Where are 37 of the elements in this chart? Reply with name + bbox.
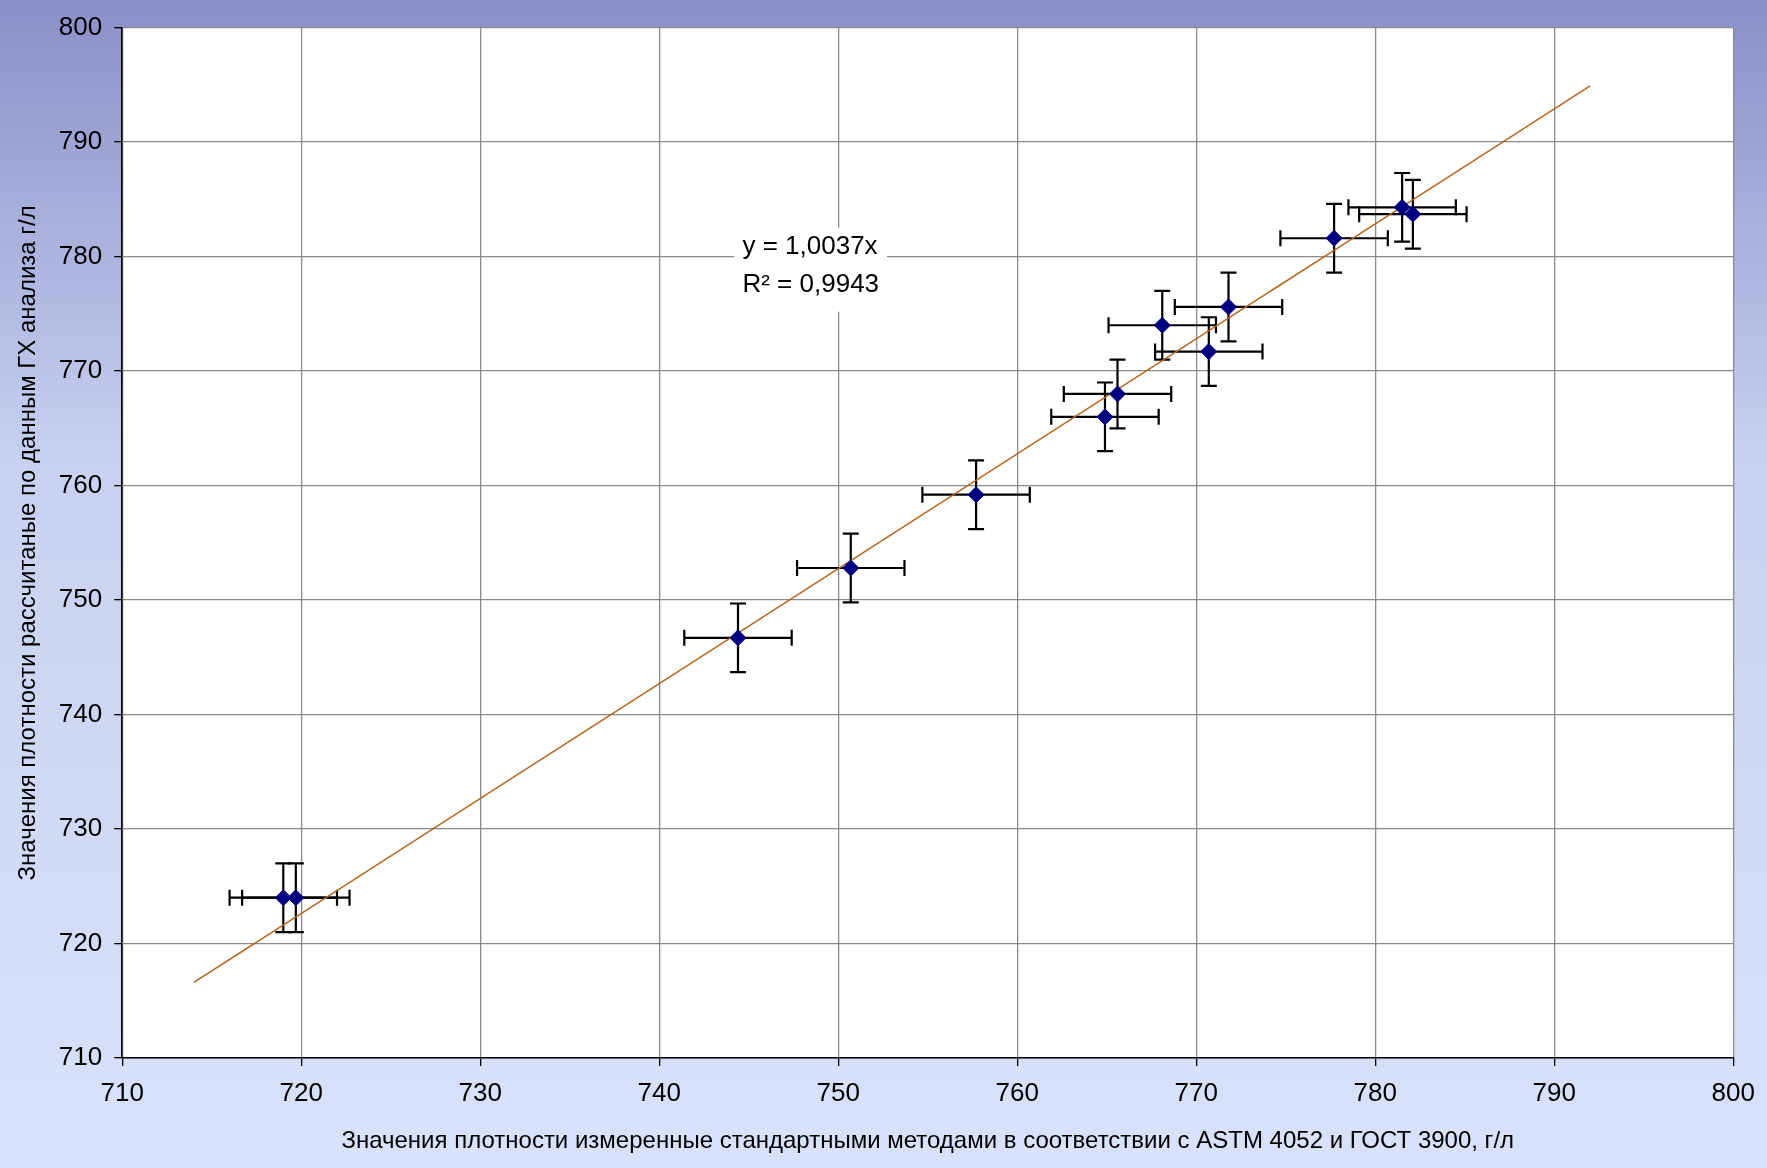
x-tick-label: 770 [1174, 1076, 1218, 1107]
point [1325, 229, 1343, 247]
annotation: R² = 0,9943 [742, 267, 880, 298]
x-tick-label: 800 [1711, 1076, 1756, 1107]
point [1200, 343, 1218, 361]
x-tick-label: 720 [279, 1076, 323, 1107]
y-tick-label: 800 [58, 10, 103, 41]
x-tick-label: 730 [458, 1076, 502, 1107]
point [1404, 205, 1422, 223]
point [729, 629, 747, 647]
x-tick-label: 780 [1353, 1076, 1397, 1107]
y-tick-label: 760 [58, 468, 103, 499]
point [1393, 198, 1411, 216]
x-tick-label: 790 [1532, 1076, 1576, 1107]
point [842, 559, 860, 577]
point [1219, 298, 1237, 316]
x-tick-label: 710 [100, 1076, 144, 1107]
x-axis-title: Значения плотности измеренные стандартными методами в соответствии с ASTM 4052 и ГОСТ 3900, г/л [341, 1126, 1515, 1154]
y-tick-label: 790 [58, 125, 103, 156]
y-tick-label: 770 [58, 354, 103, 385]
y-tick-label: 740 [58, 697, 103, 728]
point [1096, 408, 1114, 426]
x-tick-label: 740 [637, 1076, 681, 1107]
point [1153, 316, 1171, 334]
y-tick-label: 780 [58, 239, 103, 270]
y-tick-label: 750 [58, 583, 103, 614]
y-tick-label: 720 [58, 926, 103, 957]
point [274, 889, 292, 907]
point [287, 889, 305, 907]
x-tick-label: 750 [816, 1076, 860, 1107]
y-axis-title: Значения плотности рассчитаные по данным ГХ анализа г/л [13, 205, 41, 881]
y-tick-label: 730 [58, 812, 103, 843]
point [967, 486, 985, 504]
x-tick-label: 760 [995, 1076, 1039, 1107]
annotation: y = 1,0037x [742, 229, 878, 260]
y-tick-label: 710 [58, 1041, 103, 1072]
point [1109, 385, 1126, 403]
